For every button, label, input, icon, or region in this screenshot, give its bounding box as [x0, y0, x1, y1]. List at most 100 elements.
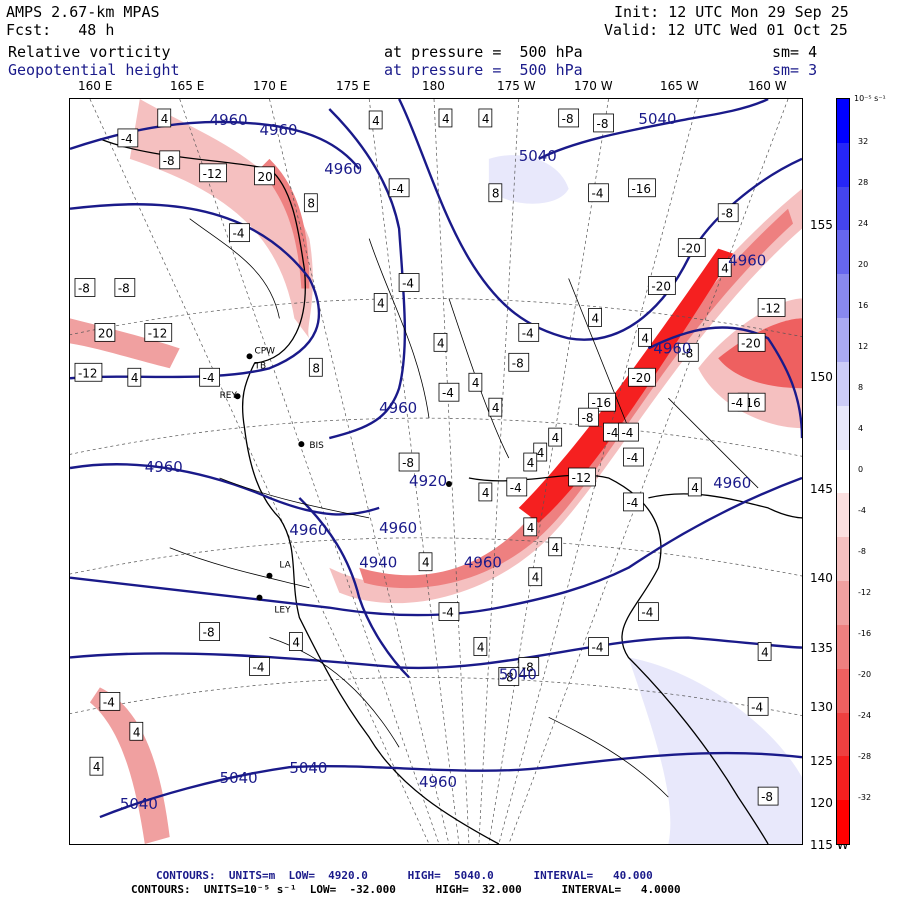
svg-text:4: 4 — [422, 556, 430, 570]
vorticity-label: -8 — [757, 786, 779, 806]
height-contour-label: 4920 — [409, 472, 447, 490]
vorticity-label: 4 — [89, 756, 104, 776]
svg-text:4: 4 — [532, 571, 540, 585]
colorbar-tick: 0 — [858, 465, 864, 474]
svg-text:4: 4 — [691, 481, 699, 495]
svg-text:4: 4 — [641, 331, 649, 345]
svg-text:-4: -4 — [522, 326, 534, 340]
vorticity-label: 8 — [488, 183, 503, 203]
vorticity-label: -8 — [199, 622, 220, 641]
svg-text:-12: -12 — [761, 301, 781, 315]
vorticity-label: -20 — [628, 367, 656, 387]
svg-text:4: 4 — [477, 641, 485, 655]
vorticity-label: -4 — [518, 323, 540, 342]
svg-text:4: 4 — [372, 114, 380, 128]
svg-text:-4: -4 — [510, 481, 522, 495]
vorticity-label: -4 — [623, 447, 644, 467]
svg-text:-16: -16 — [592, 396, 612, 410]
svg-text:4: 4 — [472, 376, 480, 390]
vorticity-label: -12 — [199, 163, 227, 183]
field1-level: at pressure = 500 hPa — [384, 43, 583, 61]
colorbar-segment — [837, 493, 849, 538]
vorticity-label: 20 — [94, 323, 116, 342]
svg-text:4: 4 — [552, 541, 560, 555]
colorbar-segment — [837, 318, 849, 363]
field1-smoothing: sm= 4 — [772, 43, 818, 61]
svg-text:4: 4 — [721, 262, 729, 276]
height-contour-label: 4960 — [259, 121, 297, 139]
field2-smoothing: sm= 3 — [772, 61, 818, 79]
vorticity-label: -8 — [508, 352, 530, 372]
vorticity-label: -20 — [737, 332, 766, 352]
height-labels: 4960 4960 4960 5040 5040 4960 4960 4960 4960 4960… — [120, 110, 766, 813]
height-contour-label: 4960 — [324, 160, 362, 178]
vorticity-label: -4 — [727, 392, 749, 412]
height-contour-label: 4960 — [145, 458, 183, 476]
colorbar-tick: 24 — [858, 219, 869, 228]
colorbar-segment — [837, 186, 849, 231]
vorticity-label: 4 — [548, 427, 563, 447]
longitude-label: 170 W — [574, 79, 613, 93]
station-label: LA — [279, 561, 291, 571]
colorbar-segment — [837, 99, 849, 144]
colorbar-segment — [837, 361, 849, 407]
svg-text:4: 4 — [377, 296, 385, 310]
svg-text:8: 8 — [492, 187, 500, 201]
vorticity-label: -4 — [623, 492, 644, 512]
colorbar-tick: 8 — [858, 383, 864, 392]
vorticity-label: -4 — [388, 178, 410, 198]
field2-level: at pressure = 500 hPa — [384, 61, 583, 79]
station-label: TB — [253, 361, 266, 371]
height-contour-label: 4960 — [210, 111, 248, 129]
vorticity-label: -4 — [398, 273, 420, 292]
colorbar-tick: -4 — [858, 506, 866, 515]
vorticity-label: -4 — [588, 637, 609, 656]
vorticity-label: -8 — [717, 203, 739, 223]
svg-text:-8: -8 — [512, 356, 524, 370]
svg-text:4: 4 — [527, 521, 535, 535]
svg-text:4: 4 — [592, 311, 600, 325]
longitude-label: 165 W — [660, 79, 699, 93]
vorticity-contour-info: CONTOURS: UNITS=10⁻⁵ s⁻¹ LOW= -32.000 HI… — [131, 883, 681, 896]
svg-text:4: 4 — [437, 336, 445, 350]
height-contour-label: 5040 — [289, 759, 327, 777]
svg-text:-4: -4 — [641, 606, 653, 620]
svg-text:-8: -8 — [402, 456, 414, 470]
height-contour-label: 4960 — [379, 519, 417, 537]
vorticity-label: -4 — [249, 657, 270, 676]
svg-text:4: 4 — [133, 725, 141, 739]
svg-text:-4: -4 — [442, 606, 454, 620]
colorbar-segment — [837, 230, 849, 275]
vorticity-label: -8 — [159, 150, 181, 170]
vorticity-label: -8 — [398, 452, 420, 472]
svg-text:-4: -4 — [626, 451, 638, 465]
svg-text:-4: -4 — [233, 227, 245, 241]
station-label: BIS — [309, 441, 324, 451]
colorbar — [836, 98, 850, 845]
vorticity-label: -4 — [588, 183, 609, 203]
vorticity-label: 4 — [523, 452, 538, 472]
vorticity-label: 4 — [433, 332, 448, 352]
longitude-label: 175 W — [497, 79, 536, 93]
colorbar-segment — [837, 274, 849, 319]
height-contour-label: 4960 — [713, 474, 751, 492]
svg-text:-4: -4 — [592, 187, 604, 201]
height-contour-label: 5040 — [220, 769, 258, 787]
colorbar-tick: -12 — [858, 588, 872, 597]
svg-text:-8: -8 — [522, 660, 534, 674]
vorticity-label: -8 — [558, 108, 580, 128]
valid-time: Valid: 12 UTC Wed 01 Oct 25 — [604, 21, 848, 39]
longitude-label: 165 E — [170, 79, 205, 93]
vorticity-label: -12 — [74, 362, 103, 382]
svg-text:-4: -4 — [621, 426, 633, 440]
colorbar-tick: -8 — [858, 547, 866, 556]
svg-text:4: 4 — [537, 446, 545, 460]
height-contour-label: 4960 — [653, 339, 691, 357]
colorbar-segment — [837, 537, 849, 582]
station-label: CPW — [254, 346, 275, 356]
vorticity-label: 4 — [528, 567, 543, 587]
vorticity-label: -4 — [638, 602, 659, 621]
vorticity-label: 4 — [473, 637, 488, 656]
station-markers — [234, 353, 452, 601]
svg-text:4: 4 — [482, 112, 490, 126]
